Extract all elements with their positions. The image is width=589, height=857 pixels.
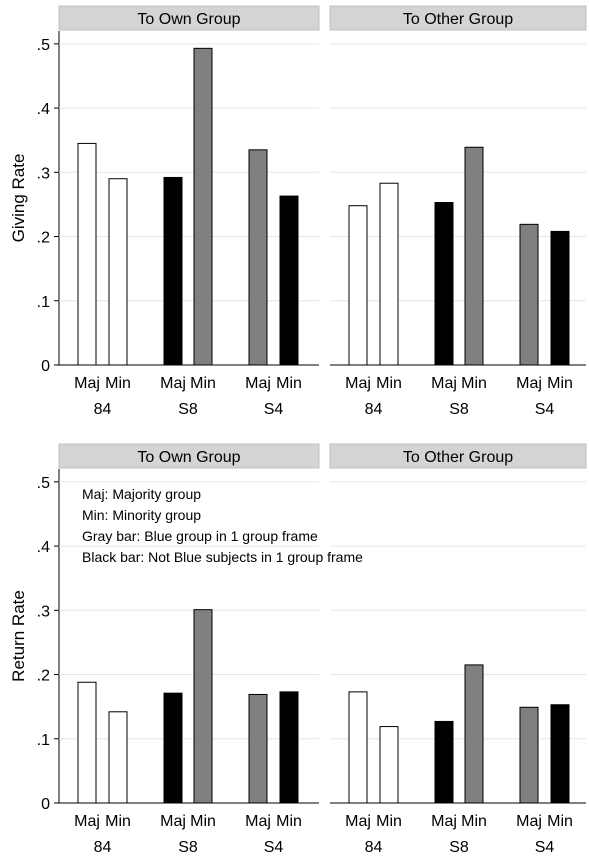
bar-to-other-group-84-maj: [348, 691, 368, 804]
y-tick-label: .4: [37, 101, 50, 118]
bar-category-label: Min: [376, 375, 402, 392]
y-tick-label: .4: [37, 539, 50, 556]
group-label: S8: [449, 401, 469, 418]
bar-to-other-group-S4-maj: [519, 223, 539, 366]
bar-to-other-group-S8-min: [464, 664, 484, 804]
bar-category-label: Min: [461, 813, 487, 830]
bar-category-label: Maj: [516, 813, 542, 830]
bar-to-own-group-S4-maj: [248, 693, 268, 804]
bar-category-label: Min: [276, 813, 302, 830]
panel-header: [58, 5, 320, 31]
bar-category-label: Maj: [74, 813, 100, 830]
y-tick-label: .3: [37, 603, 50, 620]
bar-to-own-group-84-maj: [77, 142, 97, 366]
bar-category-label: Min: [376, 813, 402, 830]
bar-category-label: Min: [105, 375, 131, 392]
bar-to-own-group-S4-maj: [248, 149, 268, 366]
bar-category-label: Maj: [245, 813, 271, 830]
bar-category-label: Maj: [74, 375, 100, 392]
group-label: S8: [178, 839, 198, 856]
y-tick-label: 0: [41, 796, 50, 813]
bar-to-other-group-S8-maj: [434, 720, 454, 804]
group-label: S4: [264, 401, 284, 418]
bar-category-label: Min: [105, 813, 131, 830]
y-tick-label: 0: [41, 358, 50, 375]
bar-to-other-group-S8-maj: [434, 201, 454, 366]
group-label: S4: [264, 839, 284, 856]
y-tick-label: .2: [37, 230, 50, 247]
bar-category-label: Min: [276, 375, 302, 392]
group-label: 84: [365, 839, 383, 856]
bar-category-label: Maj: [160, 813, 186, 830]
bar-category-label: Min: [461, 375, 487, 392]
bar-to-other-group-84-maj: [348, 205, 368, 366]
y-tick-label: .1: [37, 294, 50, 311]
bar-category-label: Min: [190, 375, 216, 392]
panel-title: To Own Group: [137, 11, 240, 28]
annotation-note: Gray bar: Blue group in 1 group frame: [82, 528, 318, 544]
bar-category-label: Maj: [160, 375, 186, 392]
bar-to-own-group-S4-min: [279, 195, 299, 366]
bar-to-own-group-S8-maj: [163, 176, 183, 366]
y-axis-title: Return Rate: [9, 590, 28, 682]
group-label: 84: [94, 401, 112, 418]
y-tick-label: .5: [37, 475, 50, 492]
y-tick-label: .2: [37, 668, 50, 685]
y-tick-label: .1: [37, 732, 50, 749]
group-label: 84: [365, 401, 383, 418]
bar-category-label: Maj: [345, 375, 371, 392]
bar-to-own-group-S8-min: [193, 609, 213, 804]
y-tick-label: .5: [37, 37, 50, 54]
group-label: S8: [449, 839, 469, 856]
annotation-note: Min: Minority group: [82, 507, 201, 523]
group-label: S4: [535, 839, 555, 856]
group-label: S8: [178, 401, 198, 418]
bar-to-own-group-S4-min: [279, 691, 299, 804]
annotation-note: Maj: Majority group: [82, 486, 201, 502]
bar-category-label: Min: [547, 813, 573, 830]
panel-header: [58, 443, 320, 469]
bar-category-label: Maj: [516, 375, 542, 392]
panel-header: [329, 5, 587, 31]
bar-category-label: Maj: [431, 813, 457, 830]
panel-title: To Other Group: [403, 449, 513, 466]
group-label: 84: [94, 839, 112, 856]
bar-to-own-group-S8-maj: [163, 692, 183, 804]
bar-category-label: Min: [547, 375, 573, 392]
bar-category-label: Min: [190, 813, 216, 830]
bar-to-other-group-S4-min: [550, 230, 570, 366]
panel-header: [329, 443, 587, 469]
bar-to-other-group-S4-min: [550, 704, 570, 804]
bar-to-own-group-84-maj: [77, 681, 97, 804]
bar-to-other-group-84-min: [379, 726, 399, 804]
bar-to-own-group-84-min: [108, 711, 128, 804]
annotation-note: Black bar: Not Blue subjects in 1 group …: [82, 549, 363, 565]
bar-to-other-group-S4-maj: [519, 706, 539, 804]
bar-category-label: Maj: [431, 375, 457, 392]
y-tick-label: .3: [37, 165, 50, 182]
bar-to-own-group-84-min: [108, 178, 128, 366]
bar-category-label: Maj: [345, 813, 371, 830]
panel-title: To Own Group: [137, 449, 240, 466]
y-axis-title: Giving Rate: [9, 154, 28, 243]
bar-category-label: Maj: [245, 375, 271, 392]
panel-title: To Other Group: [403, 11, 513, 28]
bar-to-own-group-S8-min: [193, 47, 213, 366]
bar-to-other-group-S8-min: [464, 146, 484, 366]
bar-to-other-group-84-min: [379, 182, 399, 366]
group-label: S4: [535, 401, 555, 418]
